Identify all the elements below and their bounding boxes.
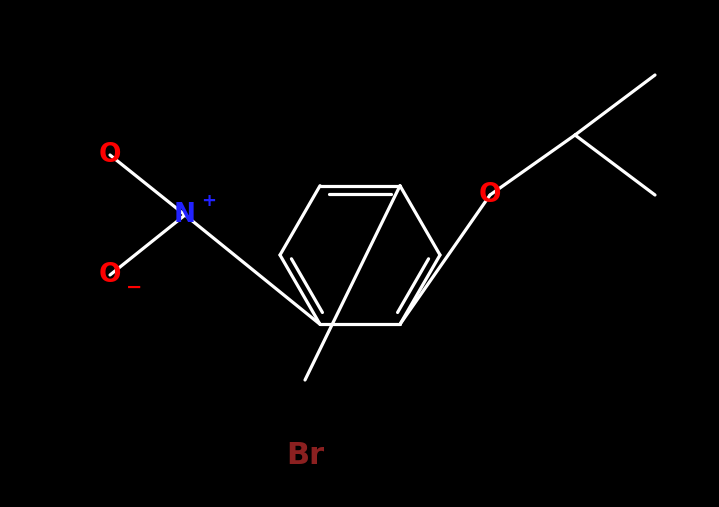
Text: O: O [99,142,122,168]
Text: O: O [99,262,122,288]
Text: O: O [479,182,501,208]
Text: +: + [201,192,216,210]
Text: N: N [174,202,196,228]
Text: −: − [126,277,142,297]
Text: Br: Br [286,441,324,469]
